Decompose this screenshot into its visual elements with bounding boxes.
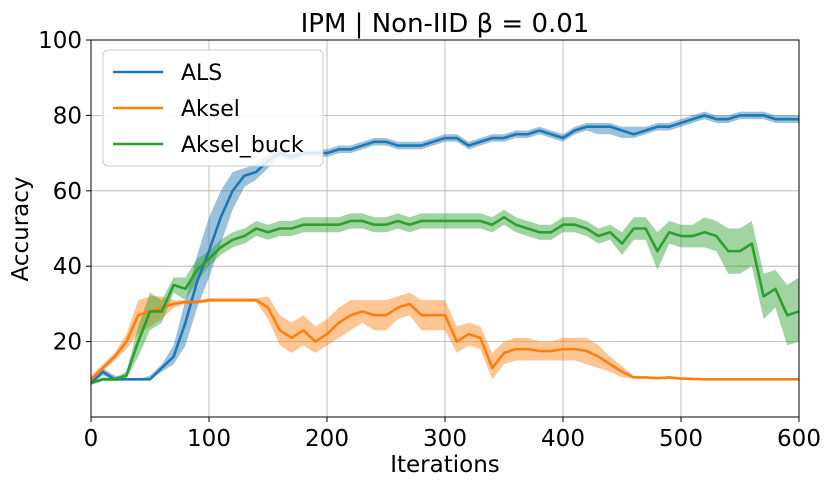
x-axis-label: Iterations <box>390 452 500 478</box>
x-tick-label: 0 <box>84 426 99 452</box>
als-line <box>90 114 799 385</box>
legend-label-aksel: Aksel <box>181 97 240 122</box>
x-tick-label: 500 <box>659 426 703 452</box>
x-axis-ticks: 0 100 200 300 400 500 600 <box>84 417 821 452</box>
legend: ALS Aksel Aksel_buck <box>102 49 324 167</box>
series-lines <box>90 114 800 385</box>
aksel-band <box>91 292 799 384</box>
aksel-buck-band <box>91 209 799 385</box>
chart-title: IPM | Non-IID β = 0.01 <box>301 9 590 39</box>
y-tick-label: 20 <box>53 330 82 356</box>
x-tick-label: 600 <box>777 426 821 452</box>
y-tick-label: 80 <box>53 103 82 129</box>
x-tick-label: 300 <box>423 426 467 452</box>
x-tick-label: 100 <box>187 426 231 452</box>
legend-box <box>102 49 324 167</box>
y-tick-label: 60 <box>53 179 82 205</box>
y-tick-label: 40 <box>53 254 82 280</box>
legend-label-als: ALS <box>181 61 222 86</box>
y-axis-ticks: 20 40 60 80 100 <box>38 28 91 356</box>
aksel-line <box>90 298 799 381</box>
x-tick-label: 200 <box>305 426 349 452</box>
x-tick-label: 400 <box>541 426 585 452</box>
confidence-bands <box>91 111 799 385</box>
y-tick-label: 100 <box>38 28 82 54</box>
legend-label-aksel-buck: Aksel_buck <box>181 133 304 158</box>
y-axis-label: Accuracy <box>8 176 34 281</box>
aksel-buck-line <box>90 215 800 385</box>
